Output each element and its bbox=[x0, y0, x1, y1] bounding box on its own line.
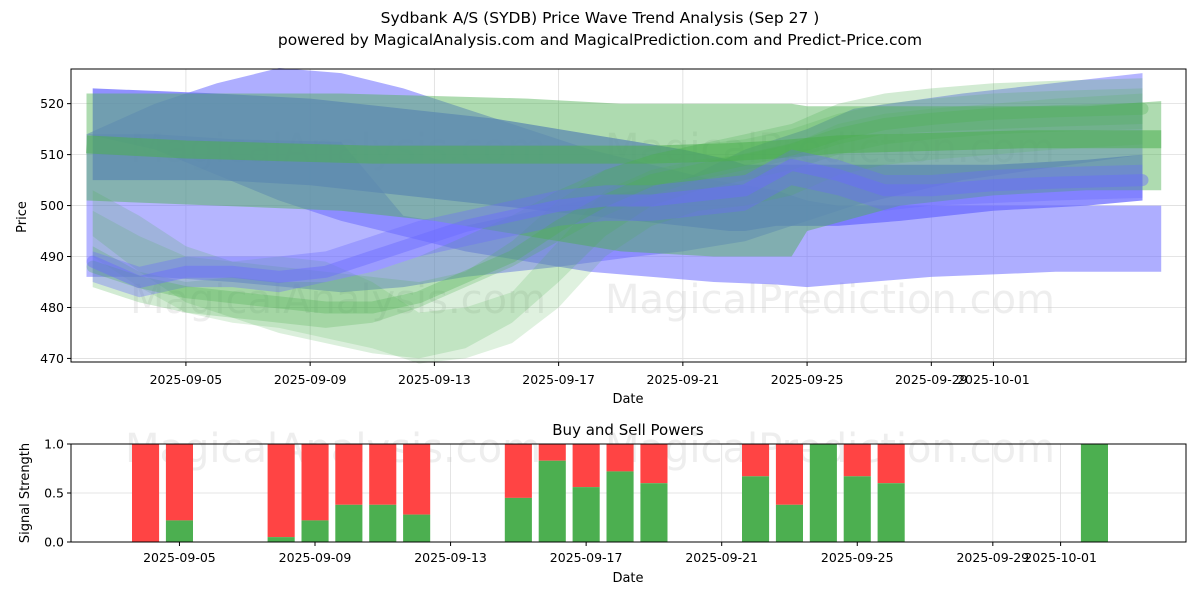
sell-power-bar bbox=[775, 444, 803, 505]
buy-power-bar bbox=[572, 487, 600, 542]
price-y-tick-label: 490 bbox=[40, 249, 64, 264]
buy-sell-title: Buy and Sell Powers bbox=[552, 421, 704, 439]
blue-wave-band bbox=[86, 73, 1143, 293]
green-wave-band bbox=[92, 93, 1143, 364]
price-y-tick-label: 500 bbox=[40, 198, 64, 213]
sell-power-bar bbox=[267, 444, 295, 538]
green-wave-line bbox=[86, 130, 1162, 164]
blue-wave-band bbox=[92, 149, 1143, 298]
price-x-tick-label: 2025-09-21 bbox=[647, 372, 720, 387]
price-y-tick-label: 510 bbox=[40, 147, 64, 162]
price-axes-frame bbox=[70, 68, 1187, 363]
price-y-tick-label: 520 bbox=[40, 96, 64, 111]
buy-power-bar bbox=[843, 476, 871, 542]
sell-power-bar bbox=[538, 444, 566, 461]
buy-power-bar bbox=[267, 537, 295, 542]
price-y-axis-label: Price bbox=[15, 201, 30, 233]
buy-sell-x-axis-label: Date bbox=[612, 571, 643, 586]
buy-power-bar bbox=[335, 504, 363, 542]
sell-power-bar bbox=[335, 444, 363, 505]
sell-power-bar bbox=[301, 444, 329, 521]
sell-power-bar bbox=[606, 444, 634, 472]
buy-power-bar bbox=[1080, 444, 1108, 542]
price-x-ticks: 2025-09-05 2025-09-09 2025-09-13 2025-09-17… bbox=[150, 362, 1030, 387]
price-y-ticks: 470 480 490 500 510 520 bbox=[40, 96, 71, 366]
buy-sell-x-tick-label: 2025-10-01 bbox=[1024, 550, 1097, 565]
buy-power-bar bbox=[640, 483, 668, 542]
sell-power-bar bbox=[640, 444, 668, 484]
buy-power-bar bbox=[742, 476, 770, 542]
sell-power-bar bbox=[165, 444, 193, 521]
buy-sell-x-tick-label: 2025-09-25 bbox=[821, 550, 894, 565]
sell-power-bar bbox=[572, 444, 600, 488]
blue-wave-strand bbox=[86, 158, 1149, 288]
price-x-tick-label: 2025-09-13 bbox=[398, 372, 471, 387]
chart-subtitle: powered by MagicalAnalysis.com and Magic… bbox=[277, 31, 923, 49]
buy-sell-y-tick-label: 0.5 bbox=[44, 486, 64, 501]
green-wave-band bbox=[92, 78, 1143, 328]
price-x-tick-label: 2025-09-17 bbox=[522, 372, 595, 387]
buy-sell-x-tick-label: 2025-09-17 bbox=[550, 550, 623, 565]
green-wave-band bbox=[92, 88, 1143, 359]
buy-sell-x-tick-label: 2025-09-21 bbox=[685, 550, 758, 565]
buy-sell-y-tick-label: 0.0 bbox=[44, 535, 64, 550]
price-x-tick-label: 2025-09-09 bbox=[274, 372, 347, 387]
buy-sell-bars bbox=[132, 444, 1108, 542]
sell-power-bar bbox=[132, 444, 160, 542]
buy-power-bar bbox=[165, 520, 193, 542]
buy-power-bar bbox=[809, 444, 837, 542]
price-x-tick-label: 2025-09-05 bbox=[150, 372, 223, 387]
sell-power-bar bbox=[742, 444, 770, 477]
sell-power-bar bbox=[403, 444, 431, 515]
buy-sell-x-tick-label: 2025-09-29 bbox=[956, 550, 1029, 565]
green-wave-strand bbox=[86, 102, 1149, 314]
price-x-tick-label: 2025-09-25 bbox=[771, 372, 844, 387]
price-y-tick-label: 480 bbox=[40, 300, 64, 315]
sell-power-bar bbox=[877, 444, 905, 484]
buy-sell-x-tick-label: 2025-09-09 bbox=[279, 550, 352, 565]
buy-sell-x-tick-label: 2025-09-13 bbox=[414, 550, 487, 565]
sell-power-bar bbox=[369, 444, 397, 505]
buy-power-bar bbox=[301, 520, 329, 542]
price-y-tick-label: 470 bbox=[40, 351, 64, 366]
price-x-tick-label: 2025-10-01 bbox=[957, 372, 1030, 387]
buy-power-bar bbox=[775, 504, 803, 542]
chart-title: Sydbank A/S (SYDB) Price Wave Trend Anal… bbox=[380, 9, 820, 27]
sell-power-bar bbox=[504, 444, 532, 498]
buy-power-bar bbox=[606, 471, 634, 542]
buy-sell-y-tick-label: 1.0 bbox=[44, 437, 64, 452]
price-bands bbox=[86, 68, 1162, 364]
buy-sell-x-ticks: 2025-09-05 2025-09-09 2025-09-13 2025-09-17… bbox=[143, 542, 1097, 565]
buy-power-bar bbox=[538, 460, 566, 542]
buy-power-bar bbox=[403, 514, 431, 542]
price-x-axis-label: Date bbox=[612, 392, 643, 407]
price-x-tick-label: 2025-09-29 bbox=[895, 372, 968, 387]
sell-power-bar bbox=[843, 444, 871, 477]
buy-sell-y-axis-label: Signal Strength bbox=[18, 443, 33, 543]
buy-sell-panel: Buy and Sell Powers MagicalAnalysis.com … bbox=[18, 421, 1187, 586]
price-wave-panel: MagicalAnalysis.com MagicalPrediction.co… bbox=[15, 68, 1187, 407]
buy-sell-y-ticks: 0.0 0.5 1.0 bbox=[44, 437, 71, 550]
buy-power-bar bbox=[504, 497, 532, 542]
buy-power-bar bbox=[369, 504, 397, 542]
buy-sell-x-tick-label: 2025-09-05 bbox=[143, 550, 216, 565]
buy-power-bar bbox=[877, 483, 905, 542]
watermark-analysis-lower: MagicalAnalysis.com bbox=[125, 426, 541, 472]
